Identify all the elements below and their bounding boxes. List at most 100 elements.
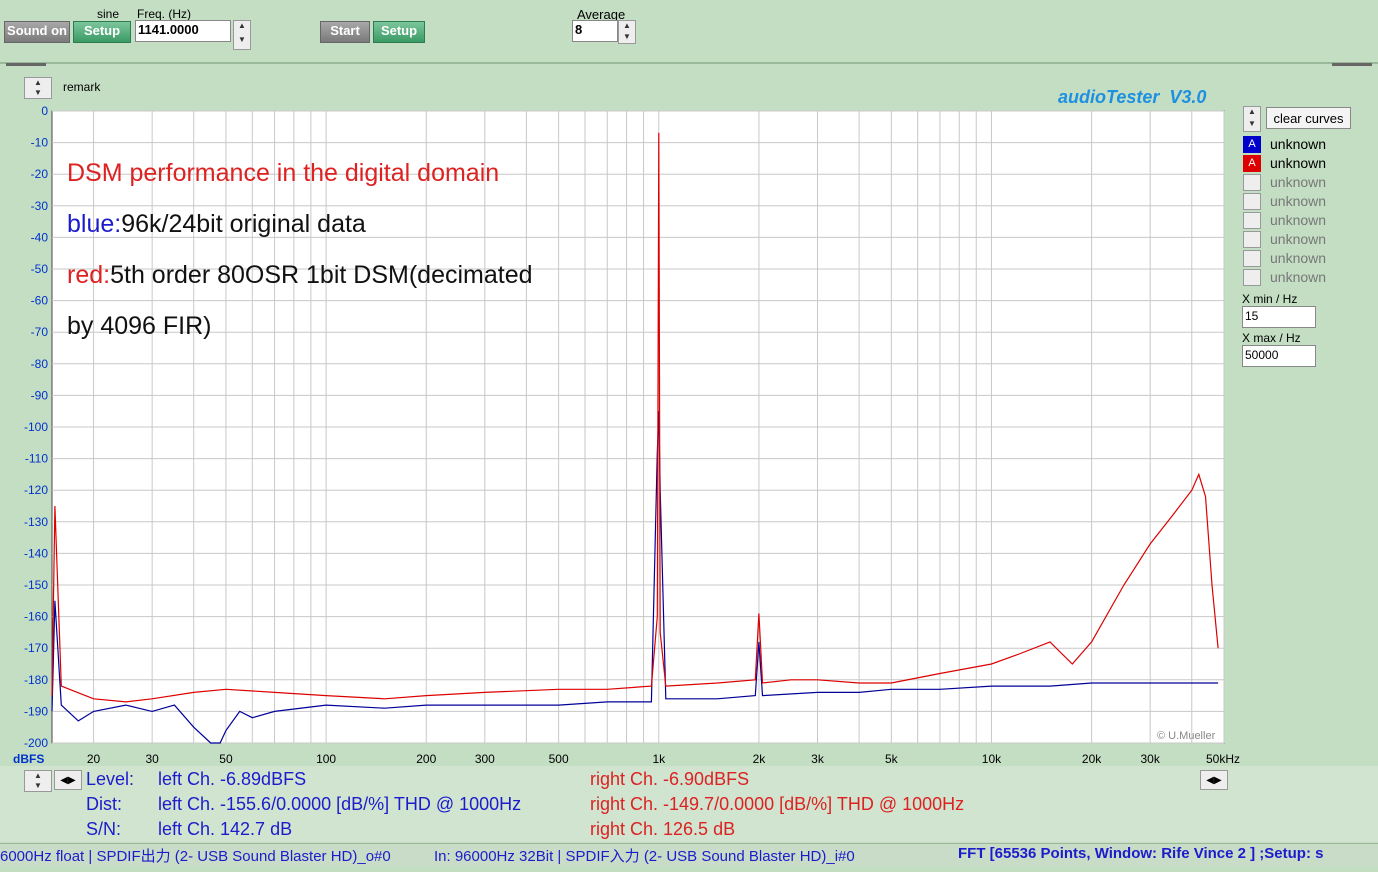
- down-arrow-icon[interactable]: ▼: [623, 32, 631, 41]
- annotation-title: DSM performance in the digital domain: [67, 159, 500, 187]
- frequency-input[interactable]: 1141.0000: [135, 20, 231, 42]
- y-tick-label: 0: [41, 104, 48, 118]
- app-brand: audioTester V3.0: [1058, 87, 1207, 107]
- annotation-red-text: 5th order 80OSR 1bit DSM(decimated: [110, 261, 533, 289]
- average-stepper[interactable]: ▲ ▼: [618, 20, 636, 44]
- legend-swatch[interactable]: [1243, 174, 1261, 191]
- y-tick-label: -110: [25, 452, 48, 466]
- dist-right: right Ch. -149.7/0.0000 [dB/%] THD @ 100…: [590, 794, 965, 814]
- sound-on-button[interactable]: Sound on: [4, 21, 70, 43]
- x-tick-label: 3k: [811, 752, 825, 766]
- xmin-input[interactable]: 15: [1242, 306, 1316, 328]
- y-tick-label: -20: [31, 167, 49, 181]
- level-label: Level:: [86, 769, 135, 789]
- sine-label: sine: [97, 7, 120, 21]
- legend-label: unknown: [1270, 269, 1327, 285]
- series-line: [51, 132, 1219, 703]
- y-tick-label: -90: [31, 388, 49, 402]
- clear-curves-button[interactable]: clear curves: [1266, 107, 1351, 129]
- y-tick-label: -120: [24, 483, 48, 497]
- y-tick-label: -130: [24, 515, 48, 529]
- y-tick-label: -80: [31, 357, 49, 371]
- y-tick-label: -170: [24, 641, 48, 655]
- legend-scroll-stepper[interactable]: ▲ ▼: [1243, 106, 1261, 132]
- annotation-red: red:5th order 80OSR 1bit DSM(decimated: [67, 261, 533, 290]
- x-tick-label: 100: [316, 752, 336, 766]
- info-panel: [0, 766, 1378, 842]
- down-arrow-icon[interactable]: ▼: [238, 35, 246, 44]
- up-arrow-icon[interactable]: ▲: [34, 771, 42, 780]
- down-arrow-icon[interactable]: ▼: [34, 781, 42, 790]
- y-unit-label: dBFS: [13, 752, 45, 766]
- y-tick-label: -150: [24, 578, 48, 592]
- level-left: left Ch. -6.89dBFS: [158, 769, 307, 789]
- x-unit-label: 50kHz: [1206, 752, 1241, 766]
- remark-label: remark: [63, 80, 101, 94]
- sn-label: S/N:: [86, 819, 122, 839]
- legend-swatch[interactable]: A: [1243, 155, 1261, 172]
- level-right: right Ch. -6.90dBFS: [590, 769, 750, 789]
- sn-left: left Ch. 142.7 dB: [158, 819, 293, 839]
- xmin-label: X min / Hz: [1242, 292, 1298, 306]
- y-tick-label: -140: [24, 546, 48, 560]
- status-fft: FFT [65536 Points, Window: Rife Vince 2 …: [958, 845, 1324, 862]
- status-bar: 6000Hz float | SPDIF出力 (2- USB Sound Bla…: [0, 843, 1378, 866]
- arrow-left-icon[interactable]: ◀: [1206, 775, 1214, 786]
- remark-stepper[interactable]: ▲ ▼: [24, 77, 52, 99]
- x-tick-label: 20: [87, 752, 101, 766]
- arrow-left-icon[interactable]: ◀: [60, 775, 68, 786]
- down-arrow-icon[interactable]: ▼: [1248, 119, 1256, 128]
- legend-swatch[interactable]: [1243, 231, 1261, 248]
- y-tick-label: -40: [31, 230, 49, 244]
- legend-swatch[interactable]: [1243, 269, 1261, 286]
- status-input: In: 96000Hz 32Bit | SPDIF入力 (2- USB Soun…: [434, 848, 855, 865]
- y-tick-label: -100: [24, 420, 48, 434]
- legend-label: unknown: [1270, 136, 1327, 152]
- down-arrow-icon[interactable]: ▼: [34, 88, 42, 97]
- legend-swatch[interactable]: [1243, 250, 1261, 267]
- x-tick-label: 30: [145, 752, 159, 766]
- annotation-blue-prefix: blue:: [67, 210, 122, 238]
- sn-right: right Ch. 126.5 dB: [590, 819, 736, 839]
- legend-label: unknown: [1270, 212, 1327, 228]
- status-output: 6000Hz float | SPDIF出力 (2- USB Sound Bla…: [0, 848, 391, 865]
- copyright: © U.Mueller: [1157, 730, 1216, 742]
- legend-swatch[interactable]: [1243, 193, 1261, 210]
- x-tick-label: 1k: [652, 752, 666, 766]
- frequency-stepper[interactable]: ▲ ▼: [233, 20, 251, 50]
- right-scroll-arrows[interactable]: ◀▶: [1200, 770, 1228, 790]
- up-arrow-icon[interactable]: ▲: [34, 78, 42, 87]
- up-arrow-icon[interactable]: ▲: [1248, 107, 1256, 116]
- y-tick-label: -160: [24, 610, 48, 624]
- analyzer-setup-button[interactable]: Setup: [373, 21, 425, 43]
- legend-swatch[interactable]: [1243, 212, 1261, 229]
- xmax-input[interactable]: 50000: [1242, 345, 1316, 367]
- y-tick-label: -30: [31, 199, 49, 213]
- signal-setup-button[interactable]: Setup: [73, 21, 131, 43]
- up-arrow-icon[interactable]: ▲: [238, 21, 246, 30]
- legend-label: unknown: [1270, 193, 1327, 209]
- average-input[interactable]: 8: [572, 20, 618, 42]
- start-button[interactable]: Start: [320, 21, 370, 43]
- y-tick-label: -50: [31, 262, 49, 276]
- x-tick-label: 50: [219, 752, 233, 766]
- legend-label: unknown: [1270, 174, 1327, 190]
- toolbar-divider: [0, 62, 1378, 64]
- legend-label: unknown: [1270, 250, 1327, 266]
- annotation-red-cont: by 4096 FIR): [67, 312, 212, 340]
- left-scroll-arrows[interactable]: ◀▶: [54, 770, 82, 790]
- toolbar-slider-left[interactable]: [6, 63, 46, 66]
- legend-label: unknown: [1270, 231, 1327, 247]
- legend-label: unknown: [1270, 155, 1327, 171]
- x-tick-label: 5k: [885, 752, 899, 766]
- info-stepper[interactable]: ▲ ▼: [24, 770, 52, 792]
- arrow-right-icon[interactable]: ▶: [1214, 775, 1222, 786]
- arrow-right-icon[interactable]: ▶: [68, 775, 76, 786]
- toolbar-slider-right[interactable]: [1332, 63, 1372, 66]
- legend-swatch[interactable]: A: [1243, 136, 1261, 153]
- y-tick-label: -180: [24, 673, 48, 687]
- x-tick-label: 2k: [753, 752, 767, 766]
- up-arrow-icon[interactable]: ▲: [623, 21, 631, 30]
- series-line: [51, 411, 1219, 744]
